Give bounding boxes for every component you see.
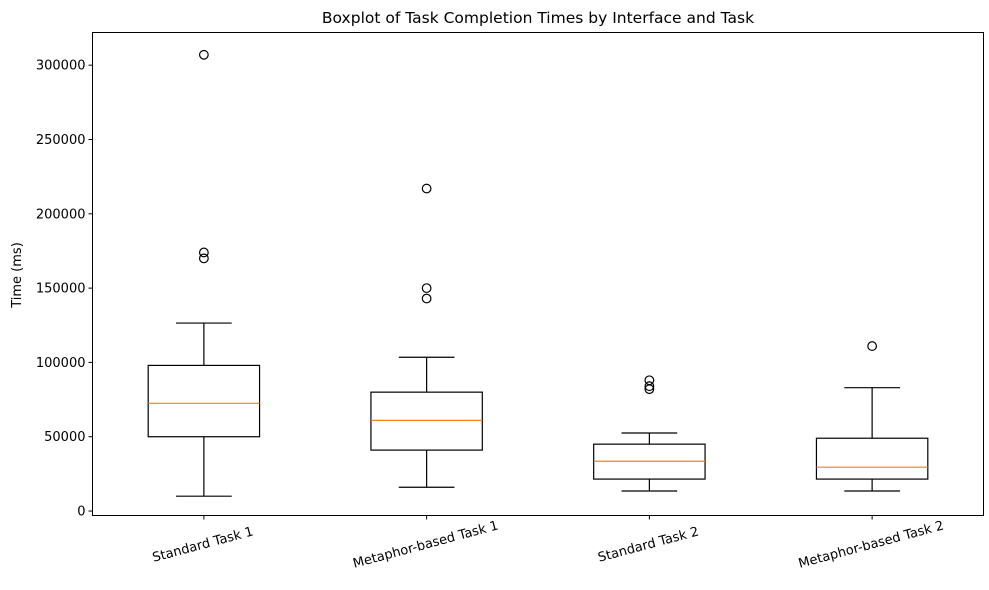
box-group — [593, 375, 706, 492]
outlier-point — [421, 283, 432, 294]
y-tick-label: 300000 — [36, 59, 86, 74]
outlier-point — [644, 375, 655, 386]
y-axis: 0 50000 100000 150000 200000 250000 300000 — [36, 59, 93, 520]
box-group — [147, 49, 261, 497]
outlier-point — [198, 253, 209, 264]
boxes-layer — [147, 49, 929, 497]
outlier-point — [421, 293, 432, 304]
y-tick-label: 250000 — [36, 133, 86, 148]
outlier-point — [867, 341, 878, 351]
y-tick-label: 150000 — [36, 282, 86, 297]
box-iqr — [815, 437, 929, 480]
y-tick-label: 0 — [77, 505, 85, 520]
outlier-point — [421, 183, 432, 194]
chart-title: Boxplot of Task Completion Times by Inte… — [322, 9, 754, 27]
box-group — [815, 341, 929, 492]
box-iqr — [370, 391, 483, 451]
box-iqr — [147, 364, 261, 438]
outlier-point — [198, 49, 209, 60]
y-axis-title: Time (ms) — [10, 242, 25, 309]
box-group — [370, 183, 483, 488]
y-tick-label: 200000 — [36, 207, 86, 222]
plot-area-frame — [92, 32, 984, 516]
outlier-point — [198, 247, 209, 258]
y-tick-label: 100000 — [36, 356, 86, 371]
y-tick-label: 50000 — [44, 430, 85, 445]
outlier-point — [644, 381, 655, 392]
